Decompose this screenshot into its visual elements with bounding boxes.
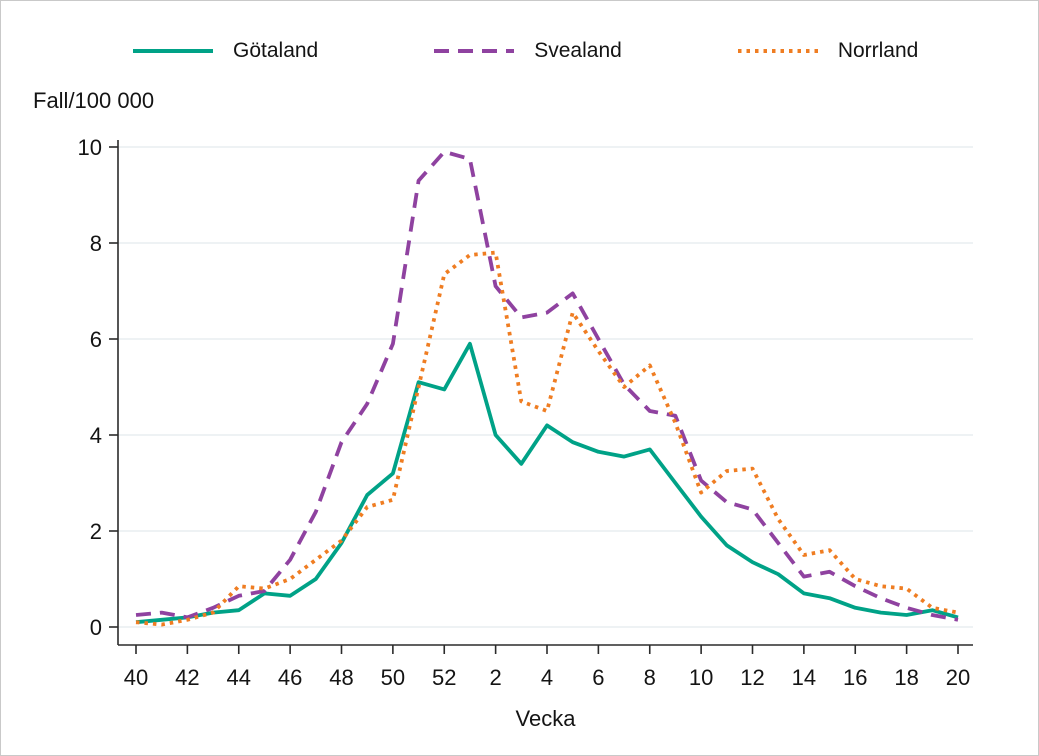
x-tick-label: 6: [592, 665, 604, 690]
legend-item: Norrland: [737, 39, 919, 63]
legend-solid-line-swatch: [133, 49, 213, 53]
x-tick-label: 16: [843, 665, 867, 690]
y-axis-title: Fall/100 000: [33, 88, 155, 113]
x-tick-label: 48: [329, 665, 353, 690]
legend-label: Svealand: [534, 39, 622, 62]
series-line-solid: [135, 341, 959, 625]
x-tick-label: 20: [946, 665, 970, 690]
y-tick-label: 6: [90, 327, 102, 352]
x-tick-label: 40: [124, 665, 148, 690]
legend-label: Götaland: [233, 39, 319, 62]
x-tick-label: 4: [541, 665, 553, 690]
x-axis-title: Vecka: [515, 706, 576, 731]
legend-label: Norrland: [837, 39, 919, 62]
legend: Götaland Svealand Norrland: [133, 39, 918, 63]
series-line-dashed: [135, 149, 959, 622]
x-tick-label: 42: [175, 665, 199, 690]
y-tick-label: 10: [78, 135, 102, 160]
x-tick-label: 44: [227, 665, 251, 690]
y-tick-label: 8: [90, 231, 102, 256]
x-tick-label: 50: [381, 665, 405, 690]
x-tick-label: 12: [740, 665, 764, 690]
x-tick-label: 46: [278, 665, 302, 690]
legend-item: Svealand: [434, 39, 622, 63]
legend-dashed-line-swatch: [434, 49, 515, 53]
y-tick-label: 0: [90, 615, 102, 640]
x-tick-label: 14: [792, 665, 816, 690]
legend-item: Götaland: [133, 39, 318, 63]
x-tick-label: 18: [894, 665, 918, 690]
x-tick-label: 2: [490, 665, 502, 690]
y-tick-label: 4: [90, 423, 102, 448]
x-tick-label: 10: [689, 665, 713, 690]
x-tick-label: 8: [644, 665, 656, 690]
y-tick-label: 2: [90, 519, 102, 544]
x-tick-label: 52: [432, 665, 456, 690]
series-line-dotted: [135, 250, 959, 627]
